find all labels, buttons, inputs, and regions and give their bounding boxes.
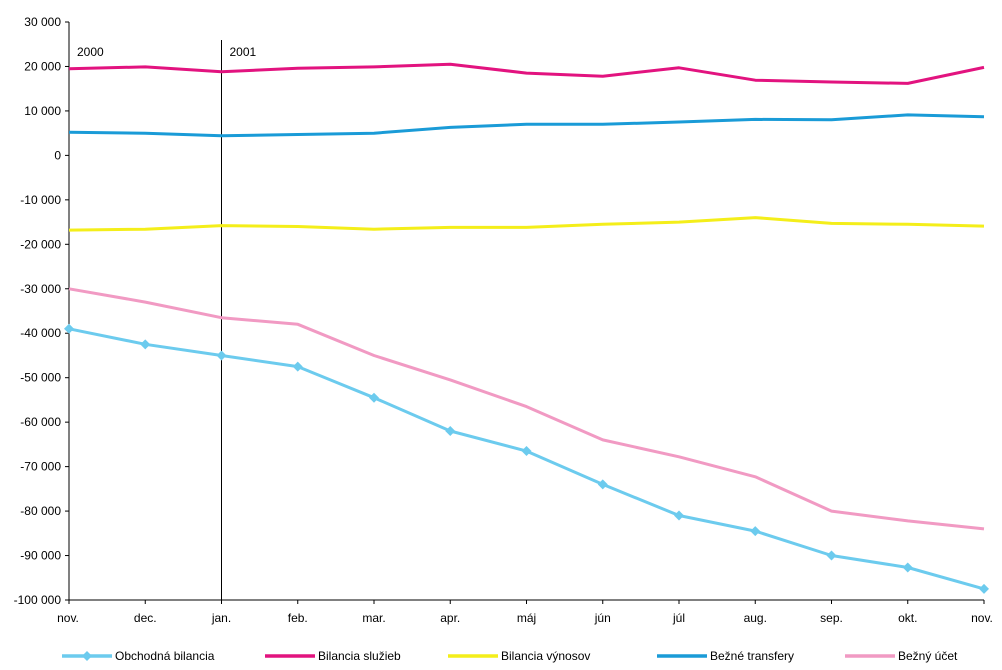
year-annotation: 2001	[230, 45, 257, 59]
data-point	[979, 583, 989, 594]
x-tick-label: máj	[517, 611, 536, 625]
y-tick-label: -10 000	[20, 193, 61, 207]
legend: Obchodná bilancia Bilancia služieb Bilanci…	[62, 649, 958, 663]
series-line-4	[68, 287, 985, 531]
data-point	[674, 510, 684, 521]
y-tick-label: -70 000	[20, 460, 61, 474]
x-tick-label: nov.	[57, 611, 79, 625]
data-point	[750, 526, 761, 537]
data-point	[902, 562, 913, 573]
y-tick-label: -20 000	[20, 237, 61, 251]
data-point	[521, 446, 532, 457]
legend-label-3: Bežné transfery	[710, 649, 794, 663]
plot-area: 2000 2001	[77, 40, 257, 600]
x-tick-label: júl	[672, 611, 685, 625]
x-tick-label: okt.	[898, 611, 917, 625]
data-point	[597, 479, 608, 490]
x-tick-label: nov.	[971, 611, 993, 625]
legend-marker	[82, 651, 92, 661]
y-tick-label: 30 000	[24, 15, 61, 29]
x-tick-label: mar.	[362, 611, 385, 625]
y-tick-label: 0	[54, 148, 61, 162]
series-group	[64, 62, 989, 594]
x-tick-label: sep.	[820, 611, 843, 625]
year-annotation: 2000	[77, 45, 104, 59]
data-point	[64, 323, 74, 334]
x-tick-label: feb.	[288, 611, 308, 625]
x-tick-label: jan.	[211, 611, 231, 625]
data-point	[445, 426, 456, 437]
x-tick-label: aug.	[744, 611, 767, 625]
y-tick-label: -100 000	[14, 593, 62, 607]
legend-label-2: Bilancia výnosov	[501, 649, 590, 663]
x-tick-label: apr.	[440, 611, 460, 625]
data-point	[369, 392, 379, 403]
series-line-3	[68, 113, 985, 138]
data-point	[292, 361, 303, 372]
y-tick-label: 20 000	[24, 59, 61, 73]
data-point	[826, 550, 837, 561]
y-tick-label: -40 000	[20, 326, 61, 340]
legend-label-1: Bilancia služieb	[318, 649, 401, 663]
y-tick-label: -60 000	[20, 415, 61, 429]
series-line-0	[68, 327, 985, 591]
x-tick-label: dec.	[134, 611, 157, 625]
data-point	[216, 350, 227, 361]
series-line-1	[68, 62, 985, 85]
legend-label-4: Bežný účet	[898, 649, 958, 663]
y-tick-label: -90 000	[20, 549, 61, 563]
x-tick-label: jún	[594, 611, 611, 625]
axes: 30 000 20 000 10 000 0 -10 000 -20 000 -30 000…	[14, 15, 993, 625]
y-tick-label: -50 000	[20, 371, 61, 385]
legend-label-0: Obchodná bilancia	[115, 649, 215, 663]
y-tick-label: 10 000	[24, 104, 61, 118]
y-tick-label: -80 000	[20, 504, 61, 518]
series-line-2	[68, 216, 985, 232]
y-tick-label: -30 000	[20, 282, 61, 296]
data-point	[140, 339, 151, 350]
